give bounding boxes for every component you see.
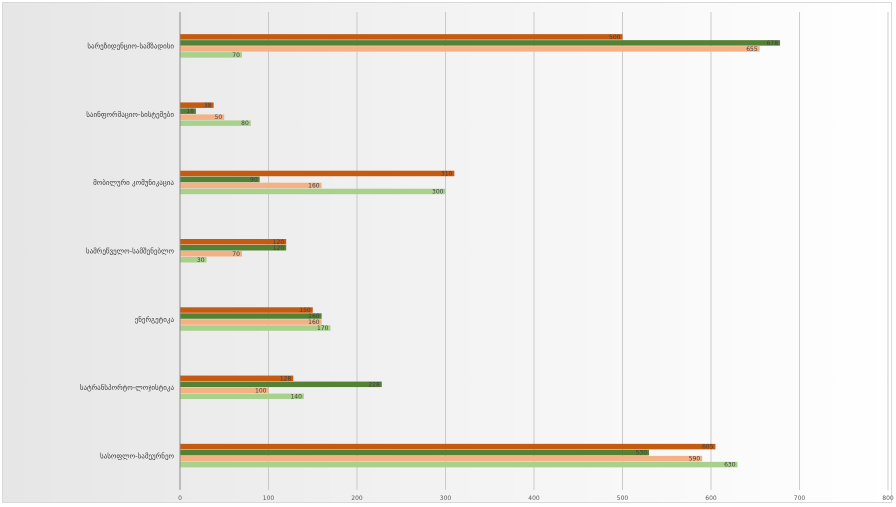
- data-label: 150: [299, 307, 311, 314]
- data-label: 500: [609, 34, 621, 41]
- data-label: 605: [702, 444, 714, 451]
- bar: [180, 313, 322, 319]
- data-label: 38: [204, 102, 212, 109]
- category-label: სატრანსპორტო-ლოჯისტიკა: [80, 383, 175, 392]
- data-label: 120: [273, 239, 285, 246]
- data-label: 590: [689, 456, 701, 463]
- bar: [180, 108, 196, 114]
- x-tick-label: 0: [178, 495, 182, 502]
- bar: [180, 40, 781, 46]
- category-label: სარეზიდენციო-სამზადისი: [87, 42, 174, 51]
- category-label: სამრეწველო-სამშენებლო: [86, 247, 175, 256]
- data-label: 655: [746, 46, 758, 53]
- bar: [180, 114, 225, 120]
- bar: [180, 375, 294, 382]
- x-tick-label: 400: [528, 495, 540, 502]
- data-label: 170: [317, 325, 329, 332]
- data-label: 160: [308, 313, 320, 320]
- x-tick-label: 700: [794, 495, 806, 502]
- x-tick-labels: 0 100 200 300 400 500 600 700 800: [178, 495, 894, 502]
- bar: [180, 245, 287, 251]
- data-label: 30: [197, 257, 205, 264]
- bar: [180, 46, 760, 52]
- data-label: 530: [636, 450, 648, 457]
- bar: [180, 176, 260, 183]
- bar: [180, 387, 269, 394]
- category-label: სასოფლო-სამეურნეო: [100, 451, 174, 460]
- bar: [180, 52, 242, 58]
- data-label: 160: [308, 183, 320, 190]
- category-label: მობილური კომუნიკაცია: [93, 178, 174, 187]
- bar: [180, 188, 446, 195]
- bar: [180, 325, 331, 331]
- data-label: 140: [290, 393, 302, 400]
- data-label: 300: [432, 189, 444, 196]
- data-label: 100: [255, 387, 267, 394]
- data-label: 678: [767, 40, 779, 47]
- bar: [180, 34, 623, 40]
- bar: [180, 102, 214, 108]
- data-label: 70: [232, 251, 240, 258]
- data-label: 18: [186, 108, 194, 115]
- bar: [180, 319, 322, 325]
- x-tick-label: 800: [882, 495, 894, 502]
- bar: [180, 307, 313, 313]
- data-label: 228: [368, 381, 380, 388]
- x-tick-label: 600: [705, 495, 717, 502]
- bar: [180, 170, 455, 177]
- x-tick-label: 500: [617, 495, 629, 502]
- data-label: 120: [273, 245, 285, 252]
- bar: [180, 461, 738, 468]
- data-label: 160: [308, 319, 320, 326]
- bar: [180, 251, 242, 257]
- bar: [180, 449, 650, 456]
- bar: [180, 381, 382, 388]
- gridlines: [268, 12, 889, 490]
- category-label: ენერგეტიკა: [135, 315, 175, 324]
- bar: [180, 120, 251, 126]
- bar: [180, 393, 304, 400]
- bar: [180, 455, 703, 462]
- data-label: 70: [232, 52, 240, 59]
- bar: [180, 182, 322, 189]
- data-label: 90: [250, 177, 258, 184]
- x-tick-label: 200: [351, 495, 363, 502]
- x-tick-label: 300: [440, 495, 452, 502]
- data-label: 310: [441, 171, 453, 178]
- data-label: 80: [241, 120, 249, 127]
- x-tick-label: 100: [263, 495, 275, 502]
- bar: [180, 443, 716, 450]
- data-label: 630: [724, 462, 736, 469]
- data-label: 128: [280, 375, 292, 382]
- bar: [180, 239, 287, 245]
- data-label: 50: [215, 114, 223, 121]
- category-label: საინფორმაციო-სისტემები: [86, 110, 174, 119]
- bar: [180, 257, 207, 263]
- category-labels: სარეზიდენციო-სამზადისი საინფორმაციო-სისტე…: [80, 42, 175, 461]
